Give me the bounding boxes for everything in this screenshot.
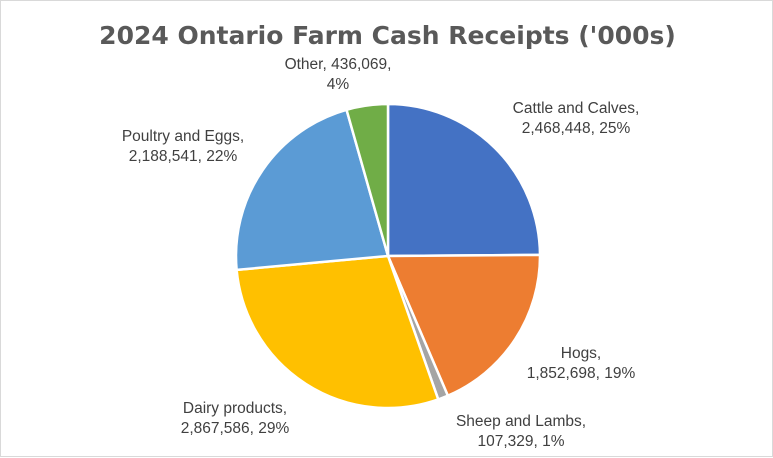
data-label-sheep-and-lambs: Sheep and Lambs, 107,329, 1%	[456, 413, 586, 450]
data-label-cattle-and-calves: Cattle and Calves, 2,468,448, 25%	[513, 100, 640, 137]
pie-slice-other	[345, 102, 390, 258]
pie-slice-poultry-and-eggs	[234, 108, 390, 272]
data-label-poultry-and-eggs: Poultry and Eggs, 2,188,541, 22%	[122, 128, 244, 165]
pie-slice-cattle-and-calves	[386, 102, 542, 258]
pie-slice-dairy-products	[235, 254, 440, 410]
data-label-dairy-products: Dairy products, 2,867,586, 29%	[181, 400, 290, 437]
chart-title: 2024 Ontario Farm Cash Receipts ('000s)	[99, 21, 676, 50]
data-label-hogs: Hogs, 1,852,698, 19%	[527, 345, 636, 382]
data-label-other: Other, 436,069, 4%	[285, 56, 392, 93]
pie-slice-hogs	[386, 253, 542, 397]
